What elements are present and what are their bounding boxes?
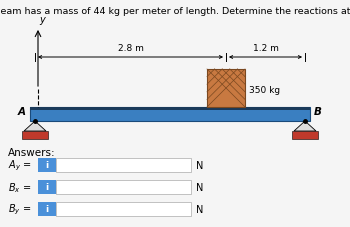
Text: N: N <box>196 204 203 214</box>
Bar <box>22 131 48 139</box>
Text: 1.2 m: 1.2 m <box>253 44 279 53</box>
Bar <box>38 180 56 194</box>
Text: B: B <box>314 106 322 116</box>
Bar <box>207 70 245 108</box>
Text: 2.8 m: 2.8 m <box>118 44 144 53</box>
Text: y: y <box>39 15 45 25</box>
Bar <box>56 180 191 194</box>
Text: The uniform beam has a mass of 44 kg per meter of length. Determine the reaction: The uniform beam has a mass of 44 kg per… <box>0 7 350 16</box>
Bar <box>30 108 310 121</box>
Text: $B_x$ =: $B_x$ = <box>8 180 31 194</box>
Bar <box>38 202 56 216</box>
Text: Answers:: Answers: <box>8 147 56 157</box>
Bar <box>56 158 191 172</box>
Text: N: N <box>196 182 203 192</box>
Bar <box>38 158 56 172</box>
Text: i: i <box>46 205 49 214</box>
Text: A: A <box>18 106 26 116</box>
Bar <box>30 108 310 110</box>
Text: N: N <box>196 160 203 170</box>
Text: $A_y$ =: $A_y$ = <box>8 158 32 173</box>
Text: i: i <box>46 161 49 170</box>
Text: $B_y$ =: $B_y$ = <box>8 202 31 216</box>
Text: 350 kg: 350 kg <box>249 86 280 95</box>
Bar <box>56 202 191 216</box>
Text: i: i <box>46 183 49 192</box>
Polygon shape <box>24 121 46 131</box>
Polygon shape <box>294 121 316 131</box>
Bar <box>292 131 318 139</box>
